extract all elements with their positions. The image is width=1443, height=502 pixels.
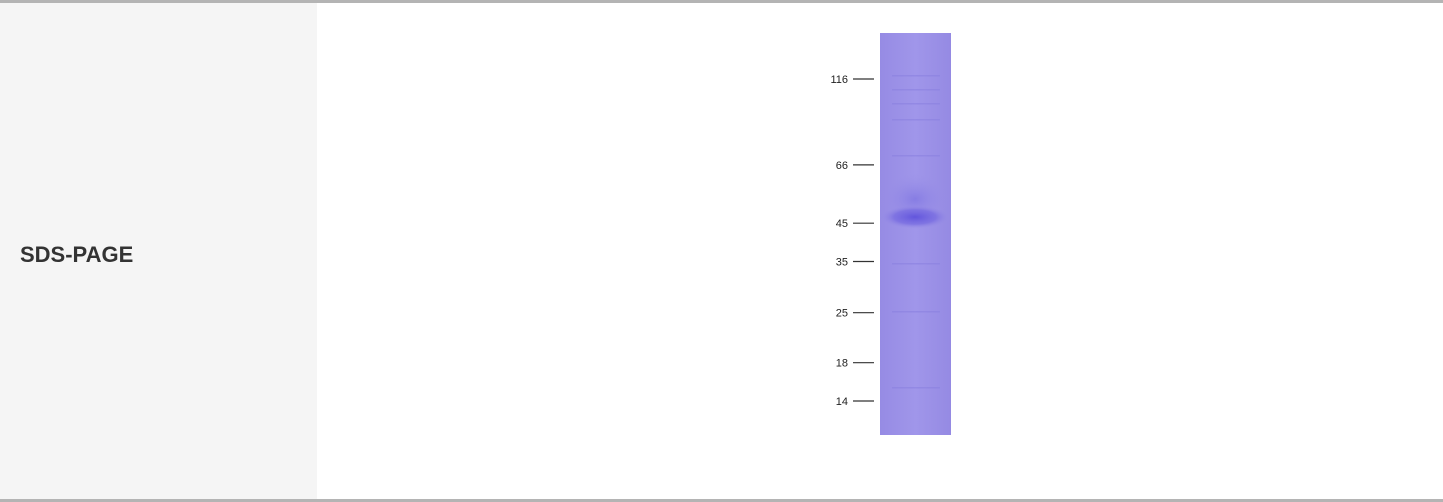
marker-label-66: 66 [836,160,848,172]
faint-band-5 [892,263,940,265]
faint-band-4 [892,155,940,157]
faint-band-1 [892,89,940,91]
faint-band-6 [892,311,940,313]
gel-lane [880,33,951,435]
label-cell: SDS-PAGE [0,3,317,499]
faint-band-0 [892,75,940,77]
row-label: SDS-PAGE [20,242,134,267]
marker-label-25: 25 [836,308,848,320]
marker-label-45: 45 [836,218,848,230]
faint-band-2 [892,103,940,105]
value-cell: 116 66 45 35 25 18 14 [317,3,1443,499]
marker-label-116: 116 [830,74,848,86]
marker-label-14: 14 [836,396,848,408]
faint-band-3 [892,119,940,121]
sds-page-gel-image: 116 66 45 35 25 18 14 [812,31,952,435]
marker-label-35: 35 [836,257,848,269]
faint-band-7 [892,387,940,389]
marker-ladder: 116 66 45 35 25 18 14 [830,74,874,408]
faint-lane-bands [892,75,940,389]
gel-svg: 116 66 45 35 25 18 14 [830,33,951,435]
marker-label-18: 18 [836,358,848,370]
protein-band [880,205,950,229]
